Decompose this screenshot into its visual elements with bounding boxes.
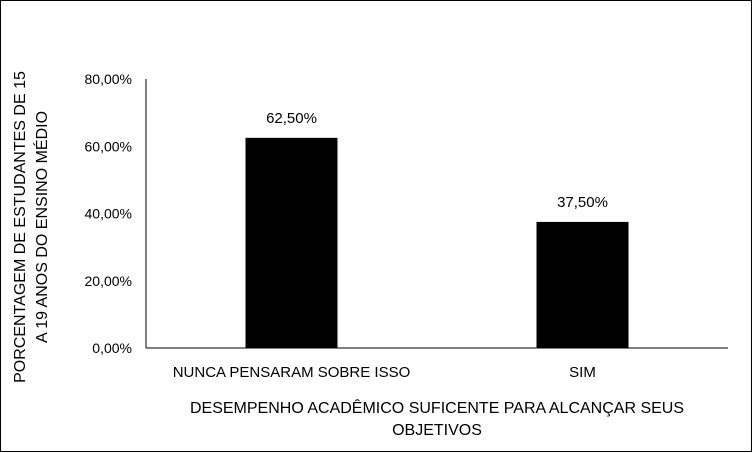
y-axis-ticks: 0,00% 20,00% 40,00% 60,00% 80,00% bbox=[85, 71, 132, 356]
bar-data-label: 62,50% bbox=[266, 110, 317, 127]
bar-data-label: 37,50% bbox=[557, 194, 608, 211]
y-axis-title: PORCENTAGEM DE ESTUDANTES DE 15 A 19 ANO… bbox=[12, 71, 51, 383]
y-tick-label: 20,00% bbox=[85, 273, 132, 289]
y-axis-title-line-1: PORCENTAGEM DE ESTUDANTES DE 15 bbox=[12, 71, 29, 383]
x-tick-label: SIM bbox=[569, 364, 596, 381]
bar bbox=[536, 221, 629, 348]
y-tick-label: 60,00% bbox=[85, 138, 132, 154]
y-tick-label: 0,00% bbox=[92, 340, 132, 356]
bar bbox=[245, 137, 338, 348]
x-axis-title-line-1: DESEMPENHO ACADÊMICO SUFICENTE PARA ALCA… bbox=[190, 398, 684, 417]
x-axis-title: DESEMPENHO ACADÊMICO SUFICENTE PARA ALCA… bbox=[190, 398, 684, 439]
x-tick-label: NUNCA PENSARAM SOBRE ISSO bbox=[173, 364, 411, 381]
bars: 62,50% NUNCA PENSARAM SOBRE ISSO 37,50% SIM bbox=[173, 110, 629, 381]
x-axis-title-line-2: OBJETIVOS bbox=[392, 422, 482, 439]
y-axis-title-line-2: A 19 ANOS DO ENSINO MÉDIO bbox=[32, 111, 51, 343]
y-tick-label: 80,00% bbox=[85, 71, 132, 87]
y-tick-label: 40,00% bbox=[85, 206, 132, 222]
